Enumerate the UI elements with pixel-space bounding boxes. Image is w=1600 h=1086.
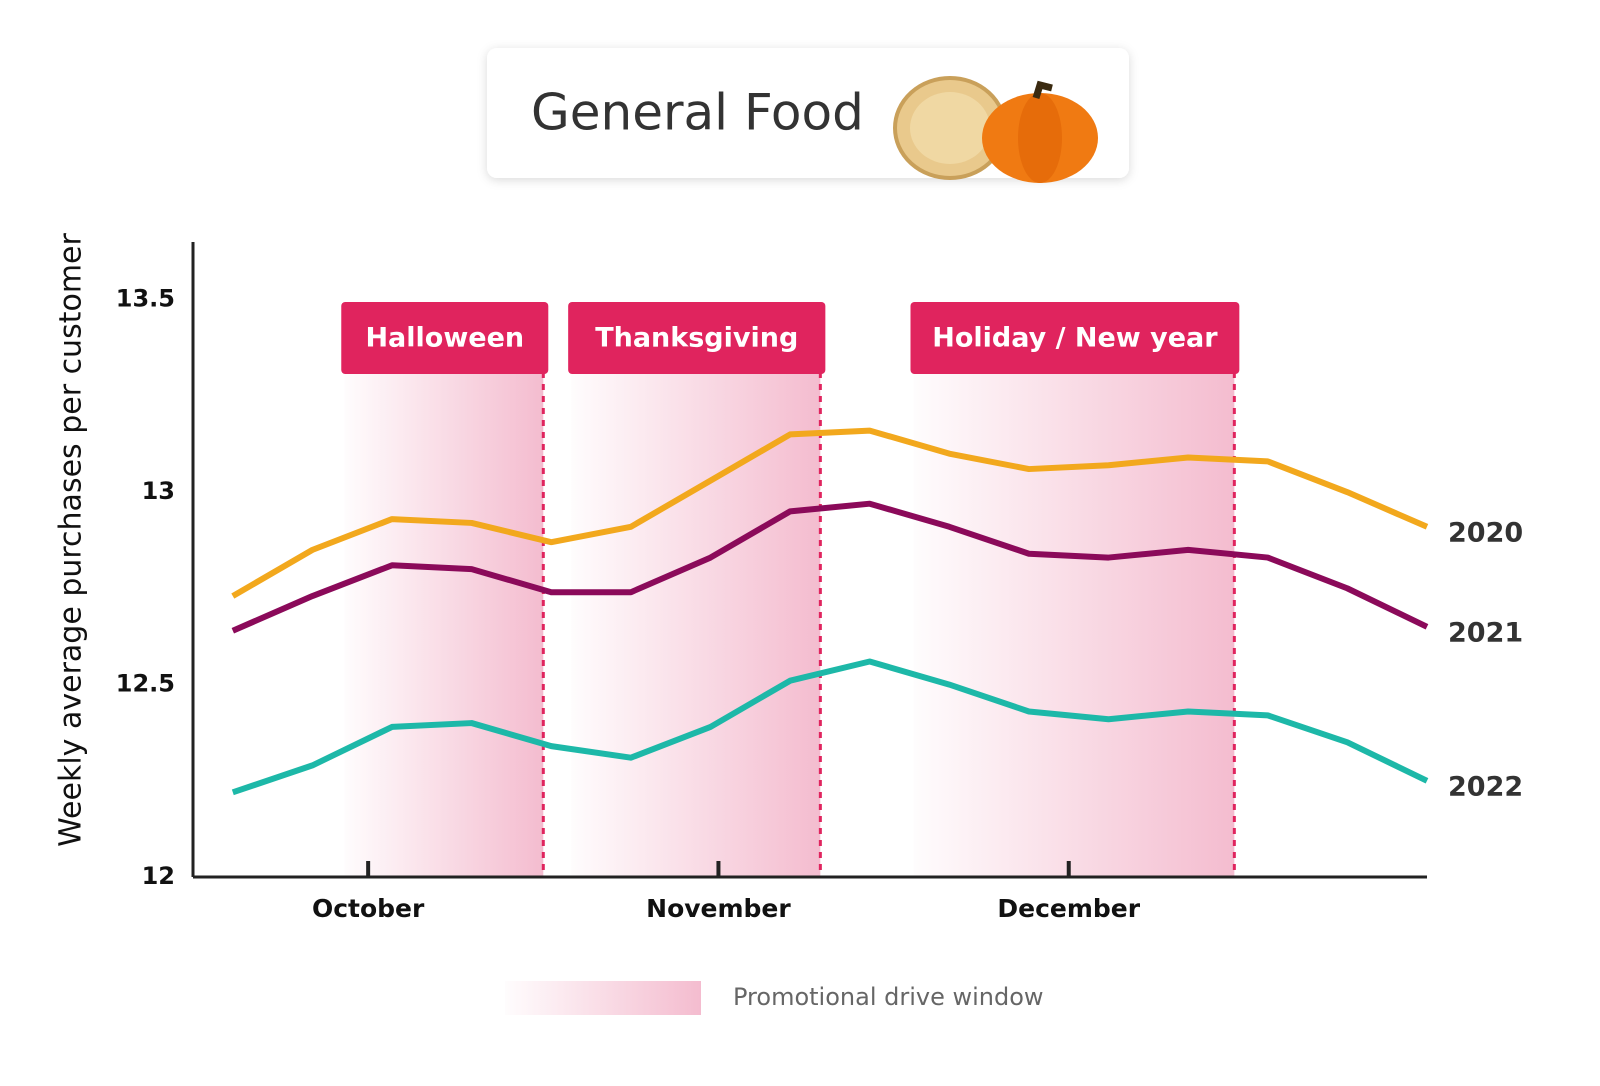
- promo-label-box: [341, 302, 549, 374]
- promo-label: Halloween: [365, 323, 524, 354]
- legend-label: Promotional drive window: [733, 983, 1044, 1011]
- chart-title: General Food: [531, 84, 864, 142]
- promo-label: Holiday / New year: [932, 323, 1218, 354]
- promo-label-box: [568, 302, 826, 374]
- promo-window: [913, 372, 1235, 877]
- y-tick-label: 13: [142, 477, 175, 505]
- pie-icon: [893, 76, 1007, 180]
- x-tick-label: December: [997, 894, 1140, 923]
- series-line: [231, 658, 1429, 796]
- y-tick-label: 12: [142, 862, 175, 890]
- promo-window: [344, 372, 544, 877]
- series-label: 2022: [1448, 771, 1523, 802]
- promo-label-box: [910, 302, 1240, 374]
- series-line: [231, 427, 1429, 599]
- x-tick-label: November: [646, 894, 791, 923]
- promo-label: Thanksgiving: [595, 323, 798, 354]
- series-label: 2021: [1448, 617, 1523, 648]
- title-card: General Food: [487, 48, 1129, 183]
- plot: Halloween Thanksgiving Holiday / New year 1…: [116, 242, 1523, 923]
- y-tick-label: 13.5: [116, 285, 175, 313]
- y-axis-label: Weekly average purchases per customer: [54, 232, 89, 846]
- promo-window: [571, 372, 821, 877]
- x-tick-label: October: [312, 894, 425, 923]
- series-label: 2020: [1448, 517, 1523, 548]
- series-line: [231, 500, 1429, 634]
- pumpkin-icon: [982, 80, 1098, 183]
- y-tick-label: 12.5: [116, 670, 175, 698]
- legend-swatch: [505, 981, 701, 1015]
